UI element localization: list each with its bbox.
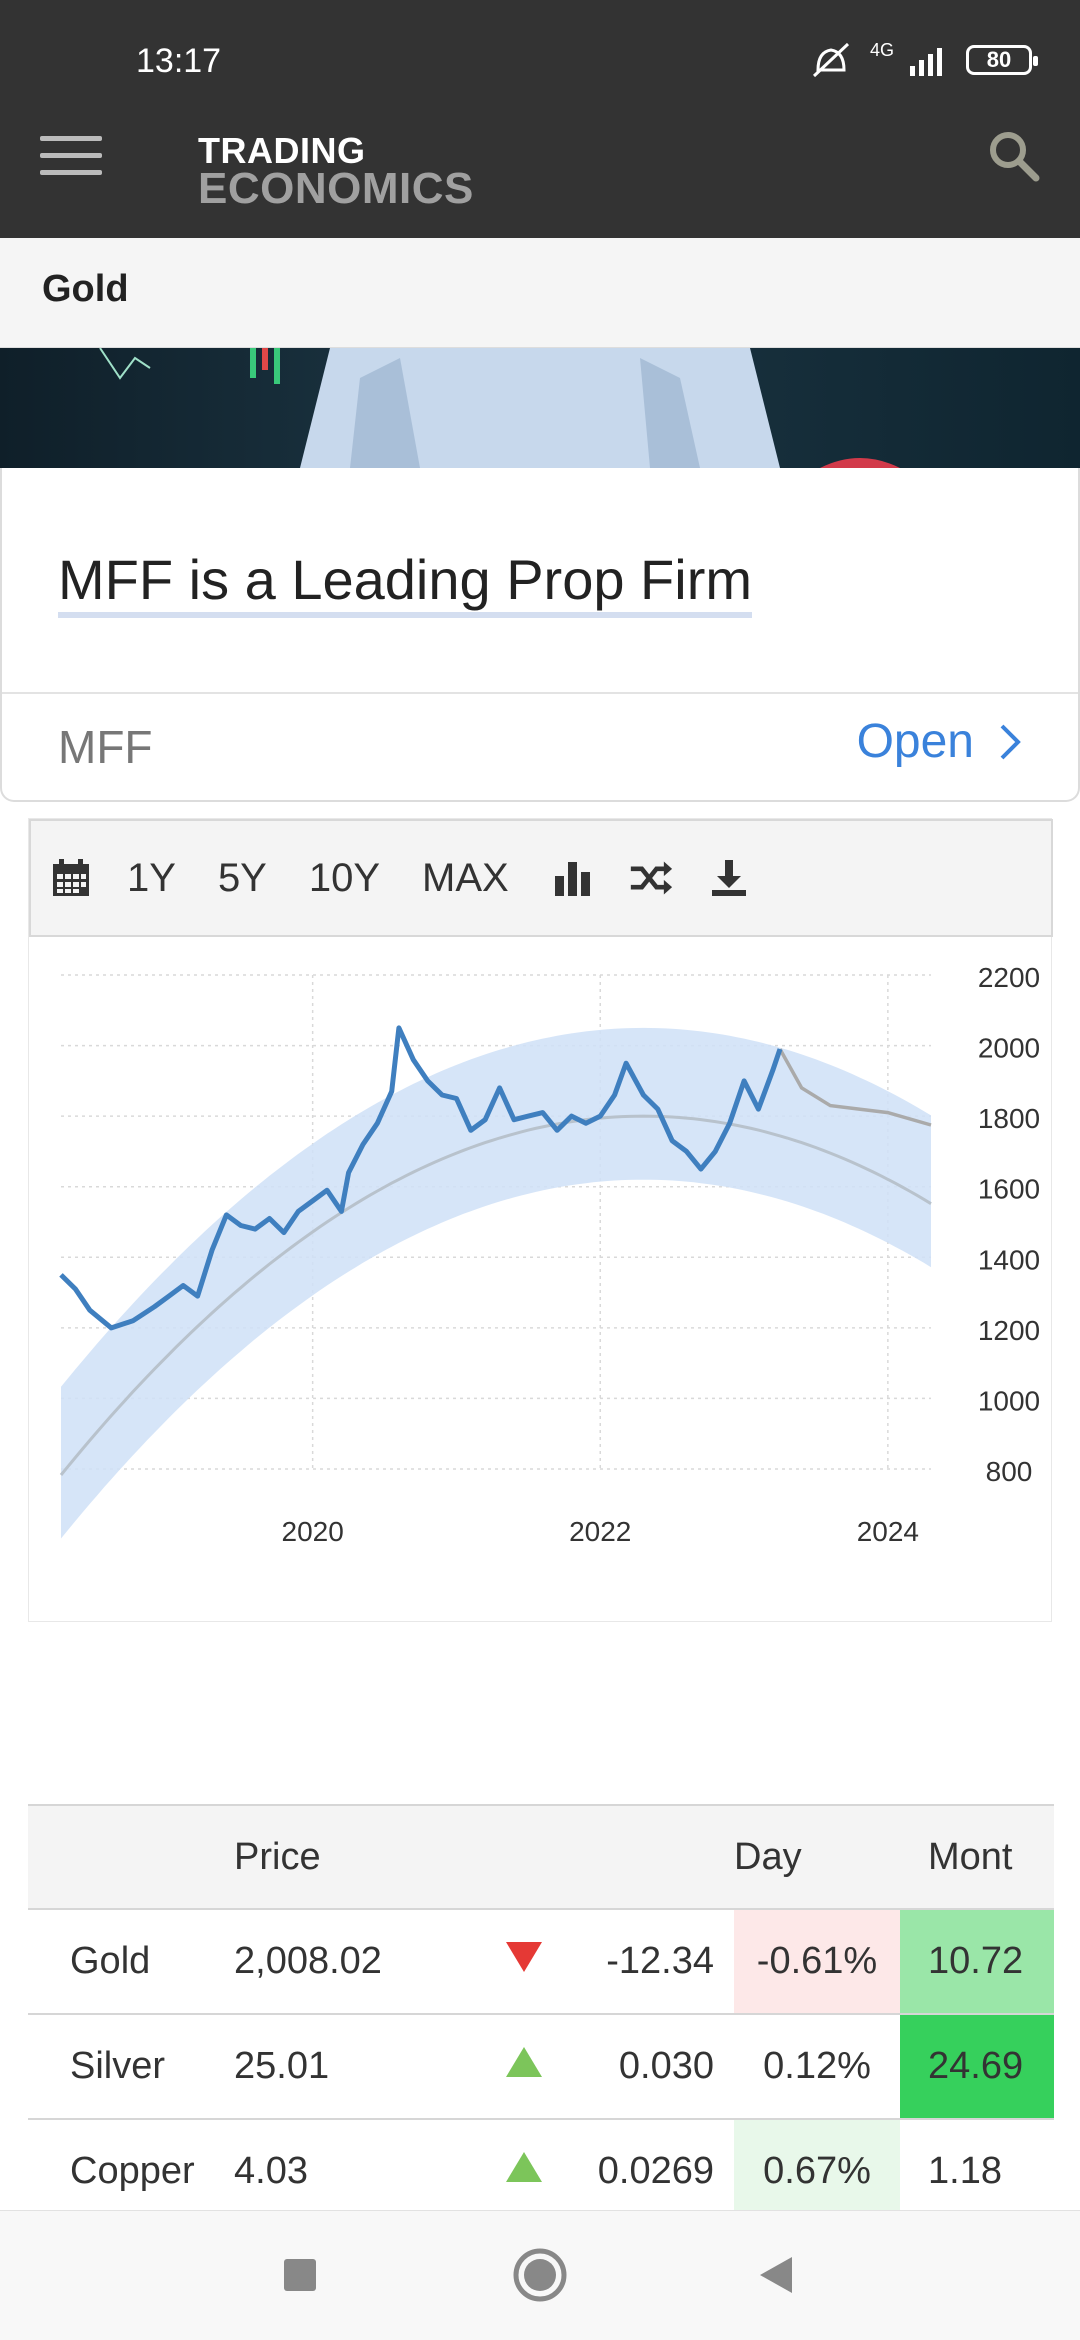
search-icon[interactable] [986, 128, 1042, 184]
table-row[interactable]: Silver 25.01 0.030 0.12% 24.69 [28, 2014, 1054, 2120]
commodity-month-pct: 10.72 [900, 1909, 1054, 2015]
commodity-name[interactable]: Copper [28, 2119, 234, 2225]
commodity-change: 0.030 [574, 2014, 734, 2120]
price-series-line [59, 1025, 783, 1331]
y-tick-label: 1600 [978, 1174, 1040, 1205]
price-chart: 800 1000 1200 1400 1600 1800 2000 2200 2020 2022… [59, 962, 1040, 1547]
commodity-price: 2,008.02 [234, 1909, 474, 2015]
brand-logo[interactable]: TRADING ECONOMICS [198, 130, 474, 213]
battery-icon: 80 [966, 45, 1038, 75]
calendar-icon[interactable] [49, 856, 93, 900]
forecast-series-line [778, 1048, 932, 1127]
ad-advertiser: MFF [58, 721, 153, 773]
y-tick-label: 2200 [978, 962, 1040, 993]
ad-open-label: Open [856, 715, 974, 768]
commodity-price: 4.03 [234, 2119, 474, 2225]
market-table: Price Day Mont Gold 2,008.02 -12.34 -0.6… [28, 1804, 1054, 2225]
x-tick-label: 2022 [569, 1516, 631, 1547]
col-day-header[interactable]: Day [734, 1804, 900, 1910]
network-type: 4G [869, 39, 894, 60]
shuffle-compare-icon[interactable] [629, 856, 673, 900]
ad-open-button[interactable]: Open [857, 714, 1022, 769]
commodity-change: -12.34 [574, 1909, 734, 2015]
status-time: 13:17 [136, 42, 222, 80]
section-header: Gold [0, 238, 1080, 348]
commodity-day-pct: -0.61% [734, 1909, 900, 2015]
x-axis: 2020 2022 2024 [282, 1516, 920, 1547]
table-row[interactable]: Copper 4.03 0.0269 0.67% 1.18 [28, 2119, 1054, 2225]
commodity-price: 25.01 [234, 2014, 474, 2120]
y-axis: 800 1000 1200 1400 1600 1800 2000 2200 [978, 962, 1040, 1487]
app-header: 13:17 4G 80 TRADING ECONOMICS [0, 0, 1080, 238]
home-icon[interactable] [508, 2243, 572, 2307]
page-title: Gold [42, 268, 129, 310]
bar-chart-icon[interactable] [551, 856, 595, 900]
col-change-header [574, 1804, 734, 1910]
forecast-band [61, 1027, 931, 1539]
x-tick-label: 2024 [857, 1516, 919, 1547]
arrow-up-icon [474, 2014, 574, 2120]
mute-alarm-icon [812, 42, 850, 78]
range-10y-button[interactable]: 10Y [308, 855, 381, 900]
commodity-name[interactable]: Silver [28, 2014, 234, 2120]
commodity-day-pct: 0.12% [734, 2014, 900, 2120]
range-max-button[interactable]: MAX [422, 855, 509, 900]
chart-toolbar: 1Y 5Y 10Y MAX [29, 819, 1053, 937]
arrow-down-icon [474, 1909, 574, 2015]
status-icons: 4G 80 [808, 39, 1038, 80]
col-price-header[interactable]: Price [234, 1804, 474, 1910]
ad-card[interactable]: MFF is a Leading Prop Firm MFF Open [0, 468, 1080, 802]
divider [2, 692, 1078, 694]
x-tick-label: 2020 [282, 1516, 344, 1547]
y-tick-label: 1400 [978, 1244, 1040, 1275]
y-tick-label: 1000 [978, 1385, 1040, 1416]
commodity-month-pct: 24.69 [900, 2014, 1054, 2120]
ad-headline[interactable]: MFF is a Leading Prop Firm [58, 548, 752, 618]
back-icon[interactable] [744, 2243, 808, 2307]
commodity-name[interactable]: Gold [28, 1909, 234, 2015]
trend-line [59, 1114, 932, 1476]
y-tick-label: 800 [986, 1456, 1033, 1487]
commodity-day-pct: 0.67% [734, 2119, 900, 2225]
y-tick-label: 1800 [978, 1103, 1040, 1134]
commodity-change: 0.0269 [574, 2119, 734, 2225]
commodity-month-pct: 1.18 [900, 2119, 1054, 2225]
range-5y-button[interactable]: 5Y [217, 855, 267, 900]
col-arrow-header [474, 1804, 574, 1910]
table-header-row: Price Day Mont [28, 1804, 1054, 1910]
chevron-right-icon [1000, 724, 1021, 759]
download-icon[interactable] [707, 856, 751, 900]
system-nav-bar [0, 2210, 1080, 2340]
signal-icon [910, 48, 942, 76]
y-tick-label: 2000 [978, 1033, 1040, 1064]
ad-banner-image[interactable] [0, 348, 1080, 468]
recents-icon[interactable] [268, 2243, 332, 2307]
y-tick-label: 1200 [978, 1315, 1040, 1346]
arrow-up-icon [474, 2119, 574, 2225]
hamburger-menu-icon[interactable] [40, 136, 102, 176]
chart-panel: 1Y 5Y 10Y MAX 800 1000 1200 1400 1600 1800 200… [28, 818, 1053, 1622]
range-1y-button[interactable]: 1Y [127, 855, 176, 900]
table-row[interactable]: Gold 2,008.02 -12.34 -0.61% 10.72 [28, 1909, 1054, 2015]
col-name-header [28, 1804, 234, 1910]
col-month-header[interactable]: Mont [900, 1804, 1054, 1910]
